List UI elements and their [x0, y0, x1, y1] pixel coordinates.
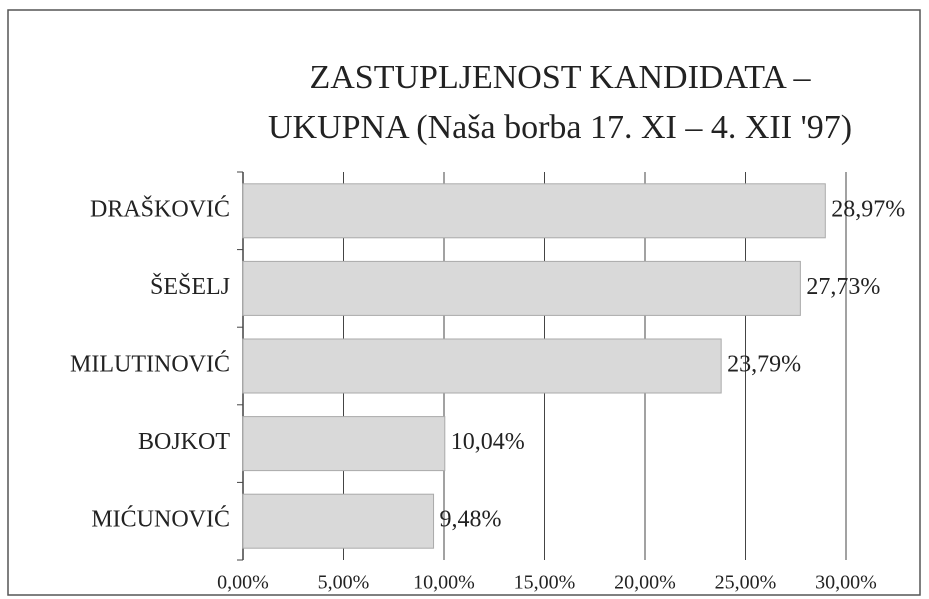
value-label: 27,73% [806, 274, 880, 300]
y-tick-label: ŠEŠELJ [150, 273, 230, 300]
y-tick-label: MIĆUNOVIĆ [91, 506, 230, 533]
bar [242, 416, 446, 472]
chart-title: ZASTUPLJENOST KANDIDATA – [309, 59, 811, 96]
x-tick-label: 20,00% [614, 572, 676, 594]
value-label: 10,04% [451, 429, 525, 455]
y-tick-label: DRAŠKOVIĆ [90, 195, 230, 222]
value-label: 9,48% [440, 507, 502, 533]
x-tick-label: 5,00% [318, 572, 370, 594]
value-label: 23,79% [727, 352, 801, 378]
frame [7, 9, 921, 596]
bar [242, 260, 801, 316]
chart-title: UKUPNA (Naša borba 17. XI – 4. XII '97) [268, 109, 852, 146]
x-tick-label: 0,00% [217, 572, 269, 594]
x-tick-label: 30,00% [815, 572, 877, 594]
x-tick-label: 15,00% [514, 572, 576, 594]
bar [242, 338, 722, 394]
y-tick-label: MILUTINOVIĆ [70, 351, 230, 378]
value-label: 28,97% [831, 196, 905, 222]
bar [242, 493, 435, 549]
y-tick-label: BOJKOT [138, 429, 230, 455]
x-tick-label: 10,00% [413, 572, 475, 594]
bar [242, 183, 826, 239]
x-tick-label: 25,00% [715, 572, 777, 594]
